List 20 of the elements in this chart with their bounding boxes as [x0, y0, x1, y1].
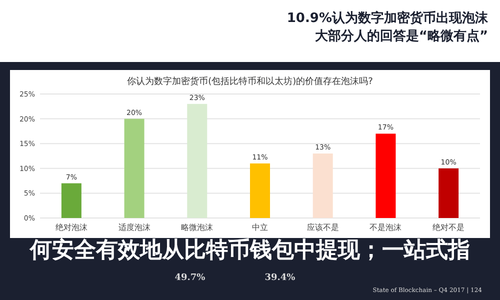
chart-subtitle: 10.9%认为数字加密货币出现泡沫: [286, 10, 489, 26]
text: 49.7%: [174, 273, 206, 283]
text: 何安全有效地从比特币钱包中提现；一站式指: [29, 237, 470, 263]
text: 大部分人的回答是“略微有点”: [314, 28, 488, 44]
text: 39.4%: [264, 273, 296, 283]
bar: [61, 183, 82, 218]
chart-title: 你认为数字加密货币(包括比特币和以太坊)的价值存在泡沫吗?: [127, 76, 374, 87]
bar: [312, 154, 333, 218]
x-tick-label: 绝对泡沫: [55, 223, 88, 232]
bar: [250, 163, 270, 218]
x-tick-label: 不是泡沫: [370, 223, 402, 232]
bar: [187, 104, 208, 218]
bar: [124, 118, 144, 218]
x-tick-label: 中立: [252, 223, 268, 232]
x-tick-label: 绝对不是: [432, 223, 465, 232]
bar: [438, 168, 459, 218]
x-tick-label: 应该不是: [306, 223, 339, 232]
x-tick-label: 略微泡沫: [181, 223, 214, 232]
x-tick-label: 适度泡沫: [118, 223, 150, 232]
bar: [376, 134, 396, 218]
